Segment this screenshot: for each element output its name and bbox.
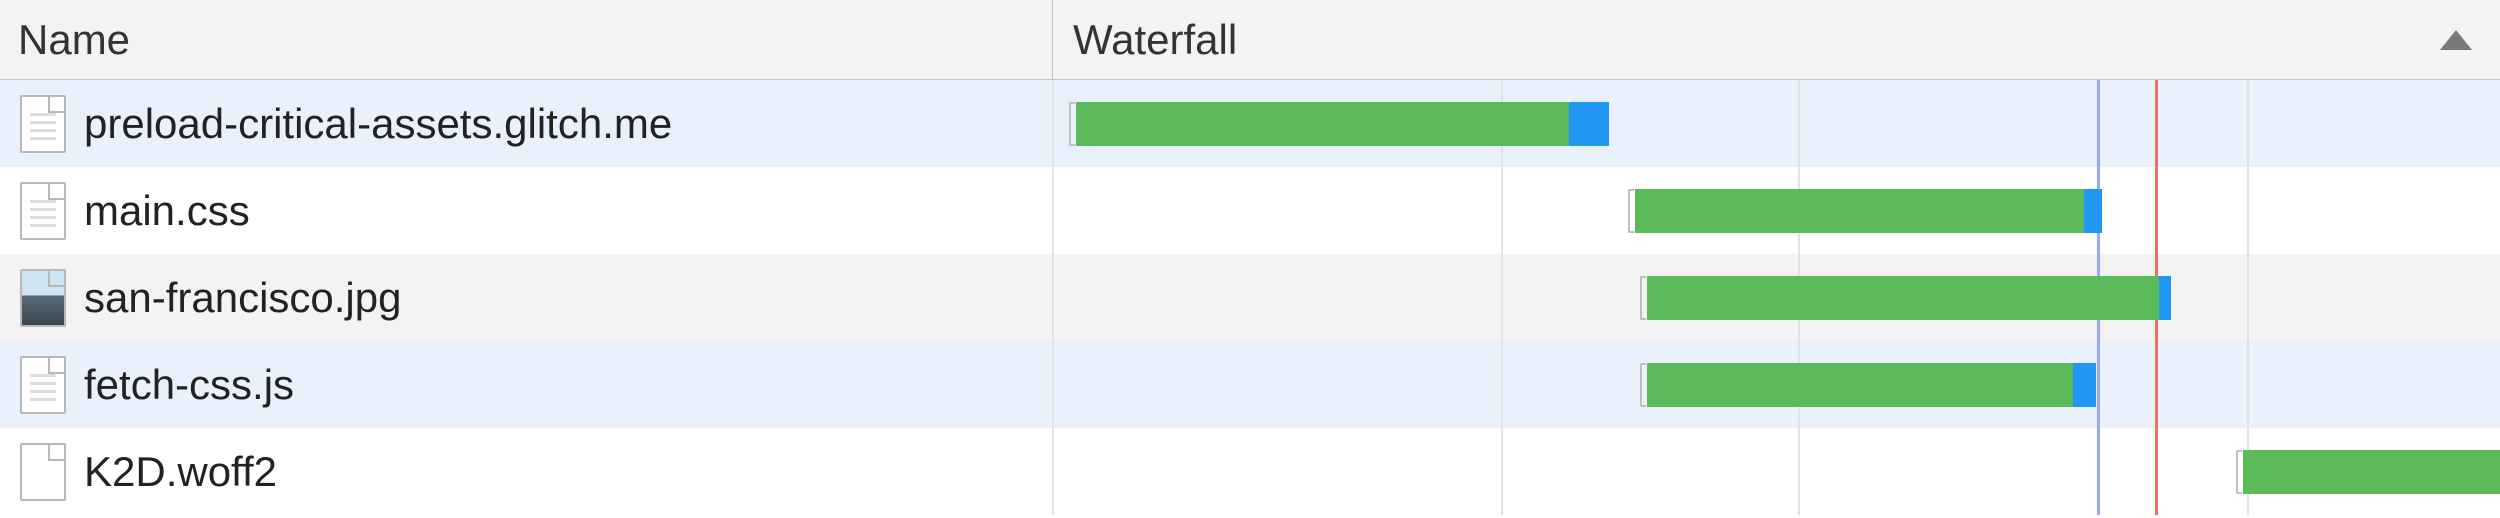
dom-content-loaded-marker bbox=[2097, 428, 2100, 515]
timing-segment-waiting bbox=[1076, 102, 1568, 146]
load-marker bbox=[2155, 341, 2158, 428]
name-cell: preload-critical-assets.glitch.me bbox=[0, 95, 1052, 153]
column-header-waterfall[interactable]: Waterfall bbox=[1052, 0, 2500, 79]
queueing-tick-icon bbox=[1628, 189, 1634, 233]
waterfall-area bbox=[1052, 428, 2500, 515]
waterfall-area bbox=[1052, 254, 2500, 341]
timing-bar[interactable] bbox=[2236, 450, 2500, 494]
grid-line bbox=[1798, 80, 1800, 167]
waterfall-cell bbox=[1052, 428, 2500, 515]
column-header-name[interactable]: Name bbox=[0, 0, 1052, 79]
table-row[interactable]: san-francisco.jpg bbox=[0, 254, 2500, 341]
table-row[interactable]: K2D.woff2 bbox=[0, 428, 2500, 515]
grid-line bbox=[2247, 80, 2249, 167]
timing-segment-waiting bbox=[1635, 189, 2084, 233]
timing-segment-waiting bbox=[1647, 276, 2160, 320]
column-header-name-label: Name bbox=[18, 16, 130, 64]
grid-line bbox=[1501, 428, 1503, 515]
grid-line bbox=[2247, 167, 2249, 254]
table-header: Name Waterfall bbox=[0, 0, 2500, 80]
request-name: san-francisco.jpg bbox=[84, 274, 401, 322]
name-cell: fetch-css.js bbox=[0, 356, 1052, 414]
grid-line bbox=[1052, 80, 1054, 167]
file-icon bbox=[20, 182, 66, 240]
waterfall-cell bbox=[1052, 167, 2500, 254]
waterfall-area bbox=[1052, 341, 2500, 428]
queueing-tick-icon bbox=[1640, 276, 1646, 320]
name-cell: san-francisco.jpg bbox=[0, 269, 1052, 327]
column-header-waterfall-label: Waterfall bbox=[1073, 16, 1237, 64]
dom-content-loaded-marker bbox=[2097, 80, 2100, 167]
request-name: fetch-css.js bbox=[84, 361, 294, 409]
timing-segment-download bbox=[1569, 102, 1610, 146]
file-icon bbox=[20, 95, 66, 153]
table-row[interactable]: main.css bbox=[0, 167, 2500, 254]
table-rows: preload-critical-assets.glitch.me main.cs… bbox=[0, 80, 2500, 518]
timing-segment-download bbox=[2084, 189, 2101, 233]
waterfall-cell bbox=[1052, 80, 2500, 167]
load-marker bbox=[2155, 80, 2158, 167]
request-name: K2D.woff2 bbox=[84, 448, 277, 496]
queueing-tick-icon bbox=[1069, 102, 1075, 146]
timing-bar[interactable] bbox=[1640, 363, 2096, 407]
grid-line bbox=[1798, 428, 1800, 515]
waterfall-cell bbox=[1052, 254, 2500, 341]
waterfall-area bbox=[1052, 80, 2500, 167]
grid-line bbox=[1052, 254, 1054, 341]
image-file-icon bbox=[20, 269, 66, 327]
timing-bar[interactable] bbox=[1069, 102, 1609, 146]
queueing-tick-icon bbox=[2236, 450, 2242, 494]
queueing-tick-icon bbox=[1640, 363, 1646, 407]
grid-line bbox=[2247, 341, 2249, 428]
grid-line bbox=[1501, 254, 1503, 341]
request-name: main.css bbox=[84, 187, 250, 235]
waterfall-cell bbox=[1052, 341, 2500, 428]
load-marker bbox=[2155, 428, 2158, 515]
timing-bar[interactable] bbox=[1628, 189, 2101, 233]
grid-line bbox=[1501, 341, 1503, 428]
table-body: preload-critical-assets.glitch.me main.cs… bbox=[0, 80, 2500, 518]
waterfall-area bbox=[1052, 167, 2500, 254]
grid-line bbox=[1052, 428, 1054, 515]
grid-line bbox=[1052, 341, 1054, 428]
network-panel: Name Waterfall preload-critical-assets.g… bbox=[0, 0, 2500, 518]
name-cell: main.css bbox=[0, 182, 1052, 240]
timing-segment-download bbox=[2073, 363, 2096, 407]
file-icon bbox=[20, 443, 66, 501]
timing-segment-waiting bbox=[1647, 363, 2073, 407]
load-marker bbox=[2155, 167, 2158, 254]
timing-bar[interactable] bbox=[1640, 276, 2171, 320]
sort-ascending-icon bbox=[2440, 30, 2472, 50]
timing-segment-waiting bbox=[2243, 450, 2500, 494]
dom-content-loaded-marker bbox=[2097, 341, 2100, 428]
table-row[interactable]: fetch-css.js bbox=[0, 341, 2500, 428]
request-name: preload-critical-assets.glitch.me bbox=[84, 100, 672, 148]
table-row[interactable]: preload-critical-assets.glitch.me bbox=[0, 80, 2500, 167]
grid-line bbox=[1052, 167, 1054, 254]
timing-segment-download bbox=[2159, 276, 2171, 320]
file-icon bbox=[20, 356, 66, 414]
grid-line bbox=[1501, 167, 1503, 254]
name-cell: K2D.woff2 bbox=[0, 443, 1052, 501]
grid-line bbox=[2247, 254, 2249, 341]
